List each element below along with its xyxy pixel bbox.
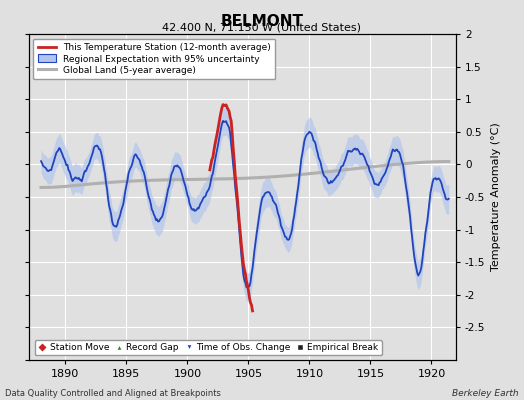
Y-axis label: Temperature Anomaly (°C): Temperature Anomaly (°C) — [491, 123, 501, 271]
Text: Data Quality Controlled and Aligned at Breakpoints: Data Quality Controlled and Aligned at B… — [5, 389, 221, 398]
Text: Berkeley Earth: Berkeley Earth — [452, 389, 519, 398]
Text: 42.400 N, 71.150 W (United States): 42.400 N, 71.150 W (United States) — [162, 22, 362, 32]
Text: BELMONT: BELMONT — [221, 14, 303, 29]
Legend: Station Move, Record Gap, Time of Obs. Change, Empirical Break: Station Move, Record Gap, Time of Obs. C… — [35, 340, 381, 356]
